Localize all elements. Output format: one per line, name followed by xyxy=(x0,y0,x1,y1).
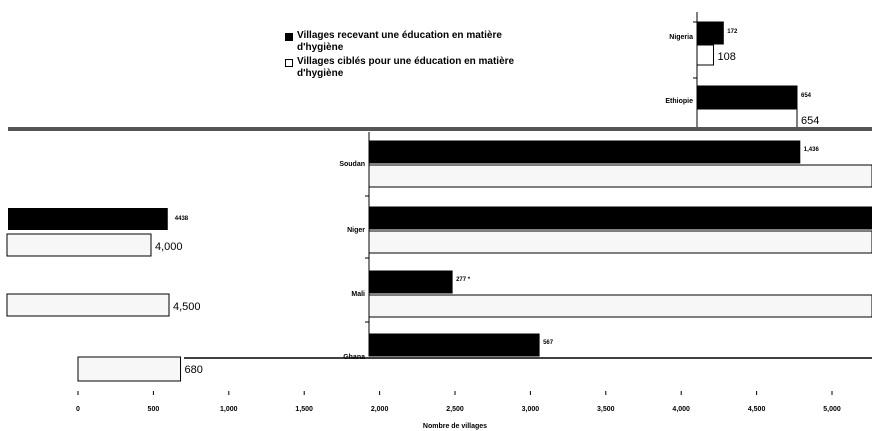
bar-received xyxy=(368,140,801,164)
bar-targeted xyxy=(696,108,798,130)
bar-received xyxy=(696,85,798,109)
legend-label-received: Villages recevant une éducation en matiè… xyxy=(297,30,502,53)
data-label-received: 567 xyxy=(543,340,554,346)
bar-targeted xyxy=(696,44,715,66)
category-label: Nigeria xyxy=(669,34,693,41)
x-tick-label: 4,500 xyxy=(748,406,766,413)
x-tick-label: 500 xyxy=(148,406,160,413)
category-label: Ethiopie xyxy=(665,98,693,105)
legend-item-targeted: Villages ciblés pour une éducation en ma… xyxy=(285,56,535,80)
legend-label-targeted: Villages ciblés pour une éducation en ma… xyxy=(297,56,515,79)
legend: Villages recevant une éducation en matiè… xyxy=(285,30,535,82)
bar-targeted xyxy=(368,164,872,188)
bar-received xyxy=(368,270,453,294)
bar-targeted xyxy=(77,356,182,382)
bar-received xyxy=(368,333,540,357)
data-label-received: 277 * xyxy=(456,277,471,283)
axis-layer xyxy=(8,12,872,395)
legend-swatch-targeted xyxy=(285,59,293,67)
x-tick-label: 2,000 xyxy=(371,406,389,413)
data-label-received: 172 xyxy=(727,29,738,35)
bar-targeted xyxy=(368,294,872,318)
x-tick-label: 1,500 xyxy=(295,406,313,413)
data-label-received: 654 xyxy=(801,93,812,99)
bar-targeted xyxy=(368,230,872,254)
panel-separator xyxy=(8,127,872,131)
data-label-targeted: 4,500 xyxy=(173,301,201,313)
x-tick-label: 2,500 xyxy=(446,406,464,413)
bar-targeted xyxy=(6,293,170,317)
x-tick-label: 0 xyxy=(76,406,80,413)
x-tick-label: 5,000 xyxy=(823,406,841,413)
category-label: Niger xyxy=(347,227,365,234)
x-tick-label: 3,500 xyxy=(597,406,615,413)
bar-received xyxy=(368,206,872,230)
data-label-targeted: 108 xyxy=(718,51,736,63)
data-label-targeted: 680 xyxy=(185,364,203,376)
legend-swatch-received xyxy=(285,33,293,41)
x-tick-label: 3,000 xyxy=(522,406,540,413)
text-layer: Nigeria 172 108 Ethiopie 654 654 Soudan 1,436 2,… xyxy=(76,29,841,430)
data-label-targeted: 4,000 xyxy=(155,241,183,253)
data-label-targeted: 654 xyxy=(801,115,819,127)
category-label: Mali xyxy=(351,291,365,298)
category-label: Soudan xyxy=(339,161,365,168)
data-label-received: 1,436 xyxy=(804,147,820,153)
bar-targeted xyxy=(6,233,152,257)
x-tick-label: 1,000 xyxy=(220,406,238,413)
bar-received xyxy=(696,21,724,45)
legend-item-received: Villages recevant une éducation en matiè… xyxy=(285,30,535,54)
bar-received xyxy=(8,208,168,230)
category-label: Ghana xyxy=(343,354,365,361)
bar-layer xyxy=(6,21,872,382)
x-tick-label: 4,000 xyxy=(672,406,690,413)
data-label-received: 4438 xyxy=(175,216,189,222)
x-axis-title: Nombre de villages xyxy=(423,423,487,430)
